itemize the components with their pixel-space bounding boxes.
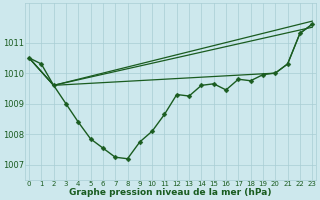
X-axis label: Graphe pression niveau de la mer (hPa): Graphe pression niveau de la mer (hPa) (69, 188, 272, 197)
